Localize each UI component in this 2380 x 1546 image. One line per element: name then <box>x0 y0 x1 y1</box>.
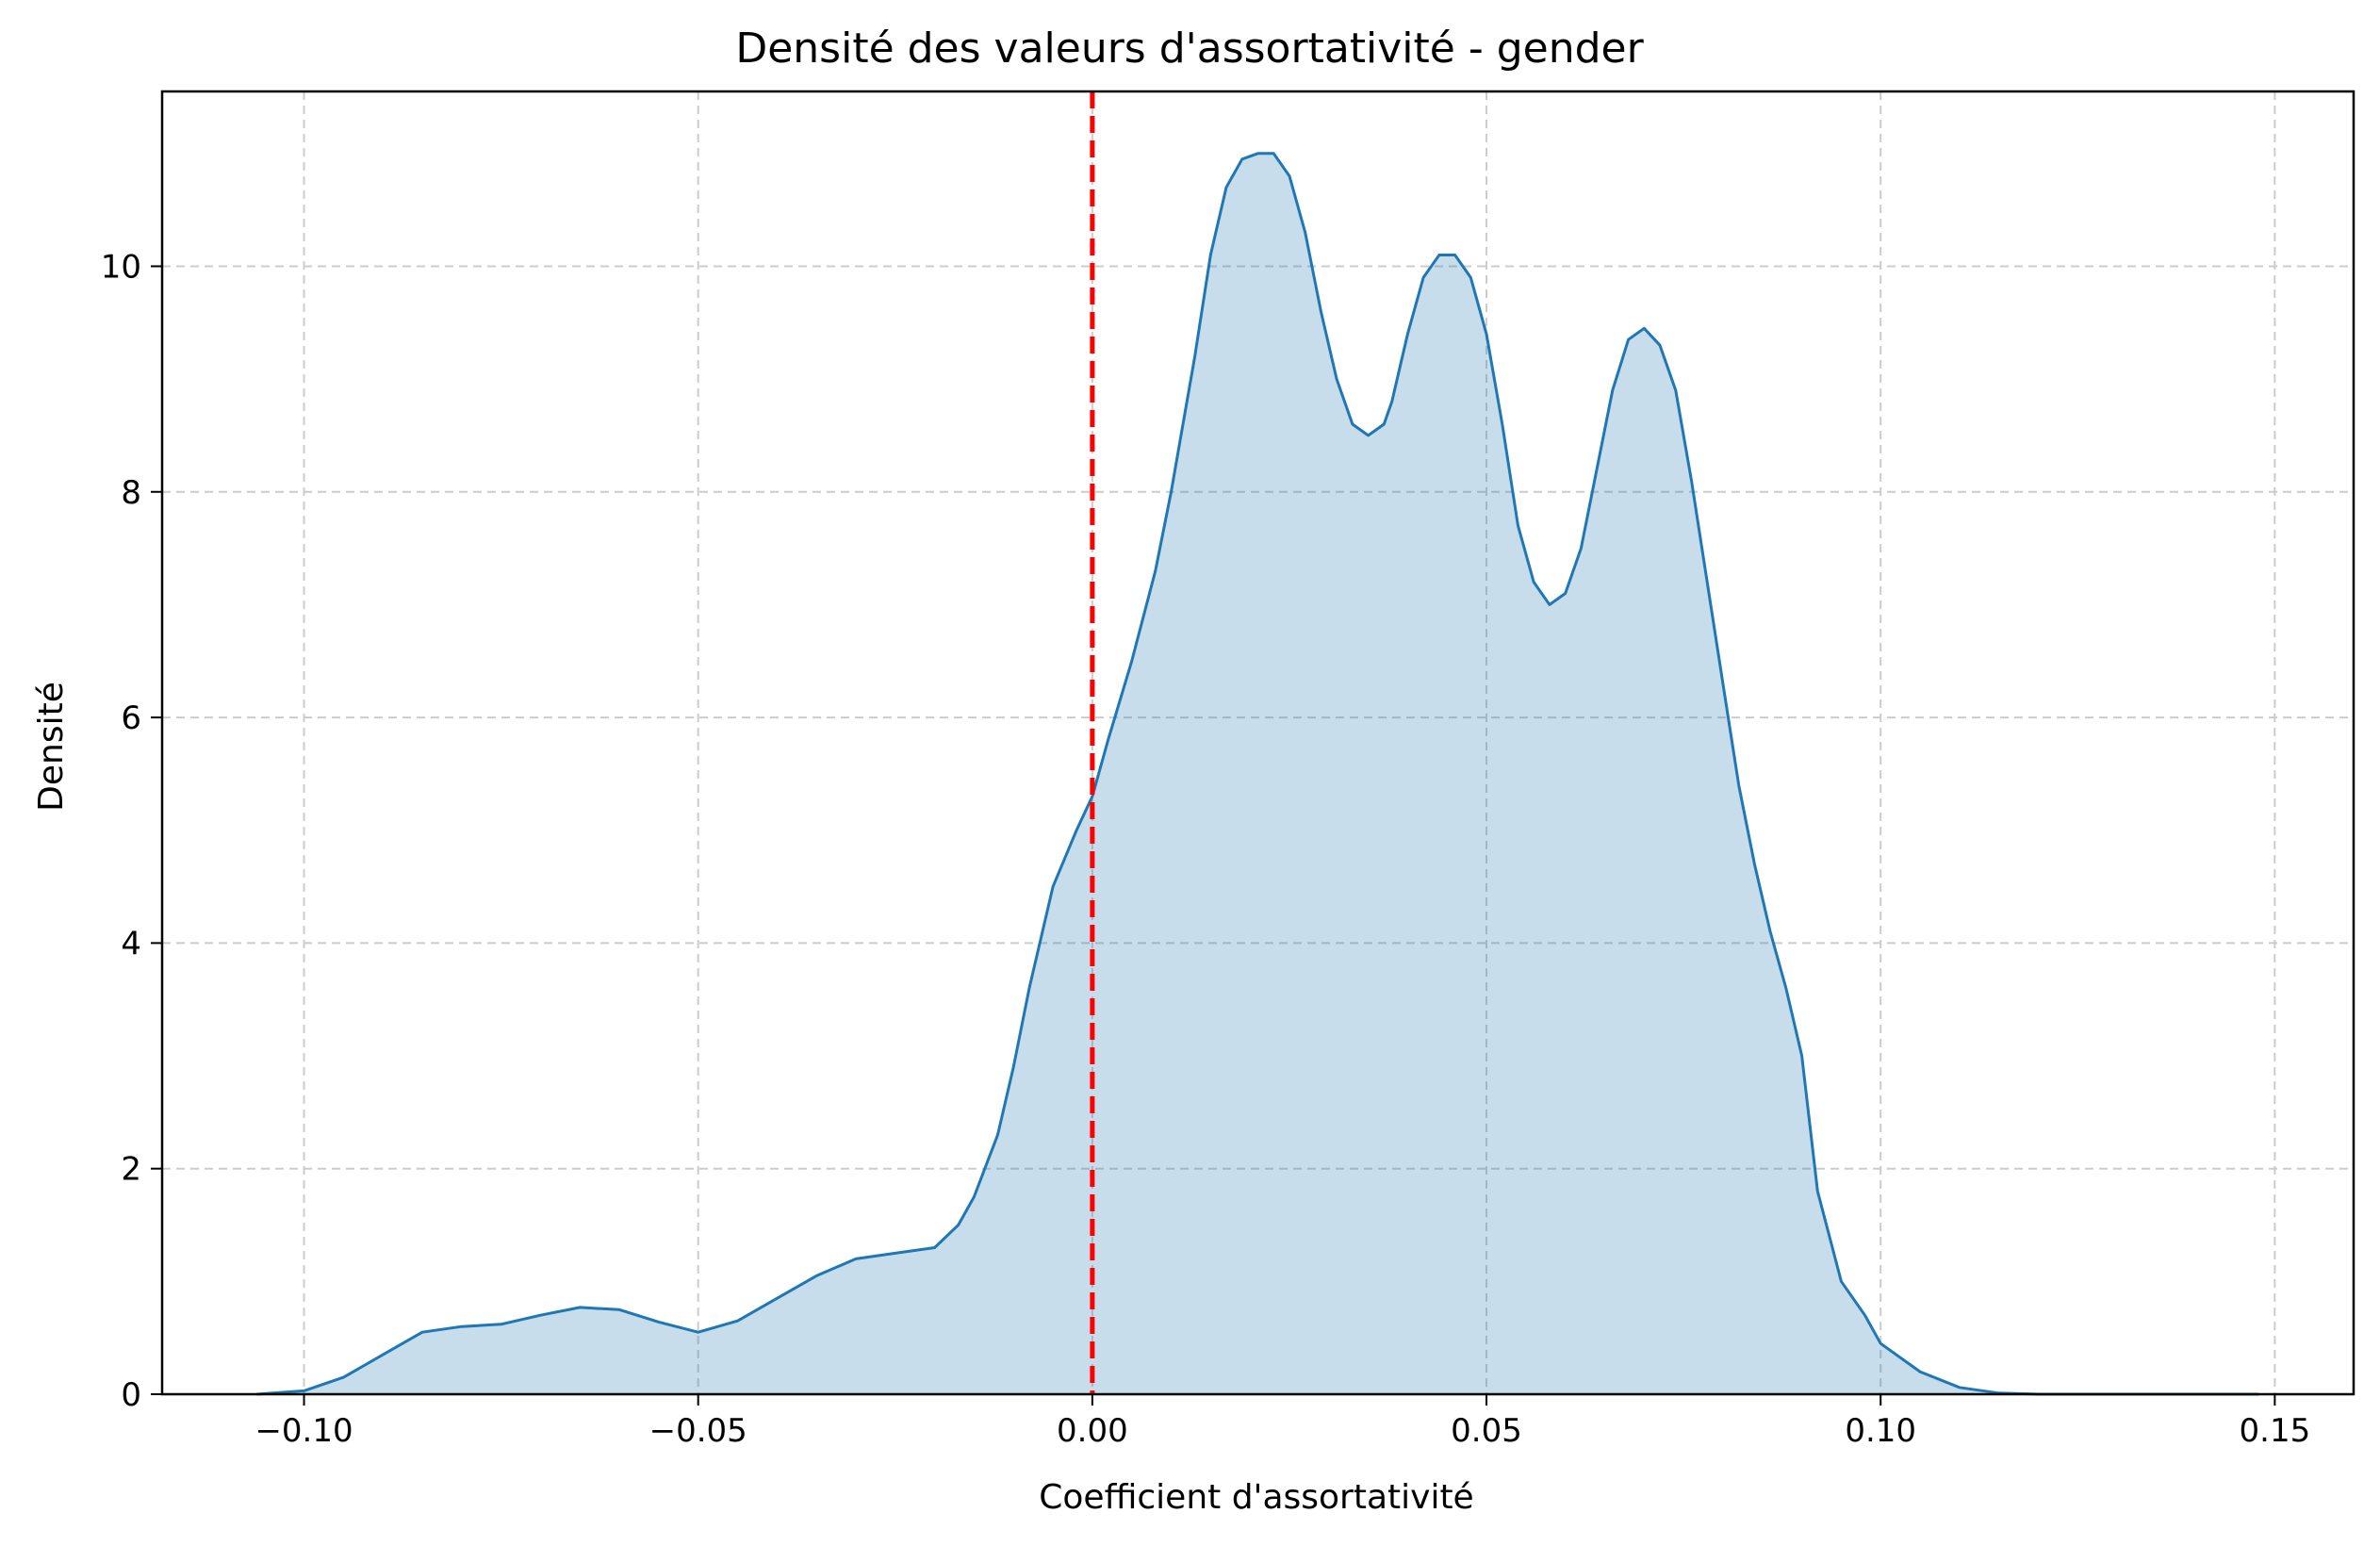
x-axis-label: Coefficient d'assortativité <box>1039 1478 1473 1517</box>
y-tick-label-5: 10 <box>101 248 141 286</box>
x-tick-label-1: −0.05 <box>649 1412 747 1450</box>
y-axis-label: Densité <box>32 682 71 812</box>
density-curve-line <box>256 152 2259 1396</box>
x-axis-ticks: −0.10 −0.05 0.00 0.05 0.10 0.15 <box>254 1394 2310 1450</box>
x-tick-label-3: 0.05 <box>1451 1412 1522 1450</box>
x-tick-label-0: −0.10 <box>254 1412 353 1450</box>
chart-title: Densité des valeurs d'assortativité - ge… <box>735 25 1644 73</box>
y-tick-label-4: 8 <box>121 474 141 512</box>
x-tick-label-2: 0.00 <box>1057 1412 1128 1450</box>
y-tick-label-0: 0 <box>121 1376 141 1414</box>
x-tick-label-5: 0.15 <box>2240 1412 2311 1450</box>
axes-frame <box>160 90 2355 1396</box>
x-tick-label-4: 0.10 <box>1845 1412 1916 1450</box>
y-tick-label-1: 2 <box>121 1151 141 1189</box>
density-fill-area <box>256 153 2259 1394</box>
y-tick-label-2: 4 <box>121 925 141 962</box>
y-tick-label-3: 6 <box>121 699 141 737</box>
y-axis-ticks: 0 2 4 6 8 10 <box>101 248 162 1414</box>
